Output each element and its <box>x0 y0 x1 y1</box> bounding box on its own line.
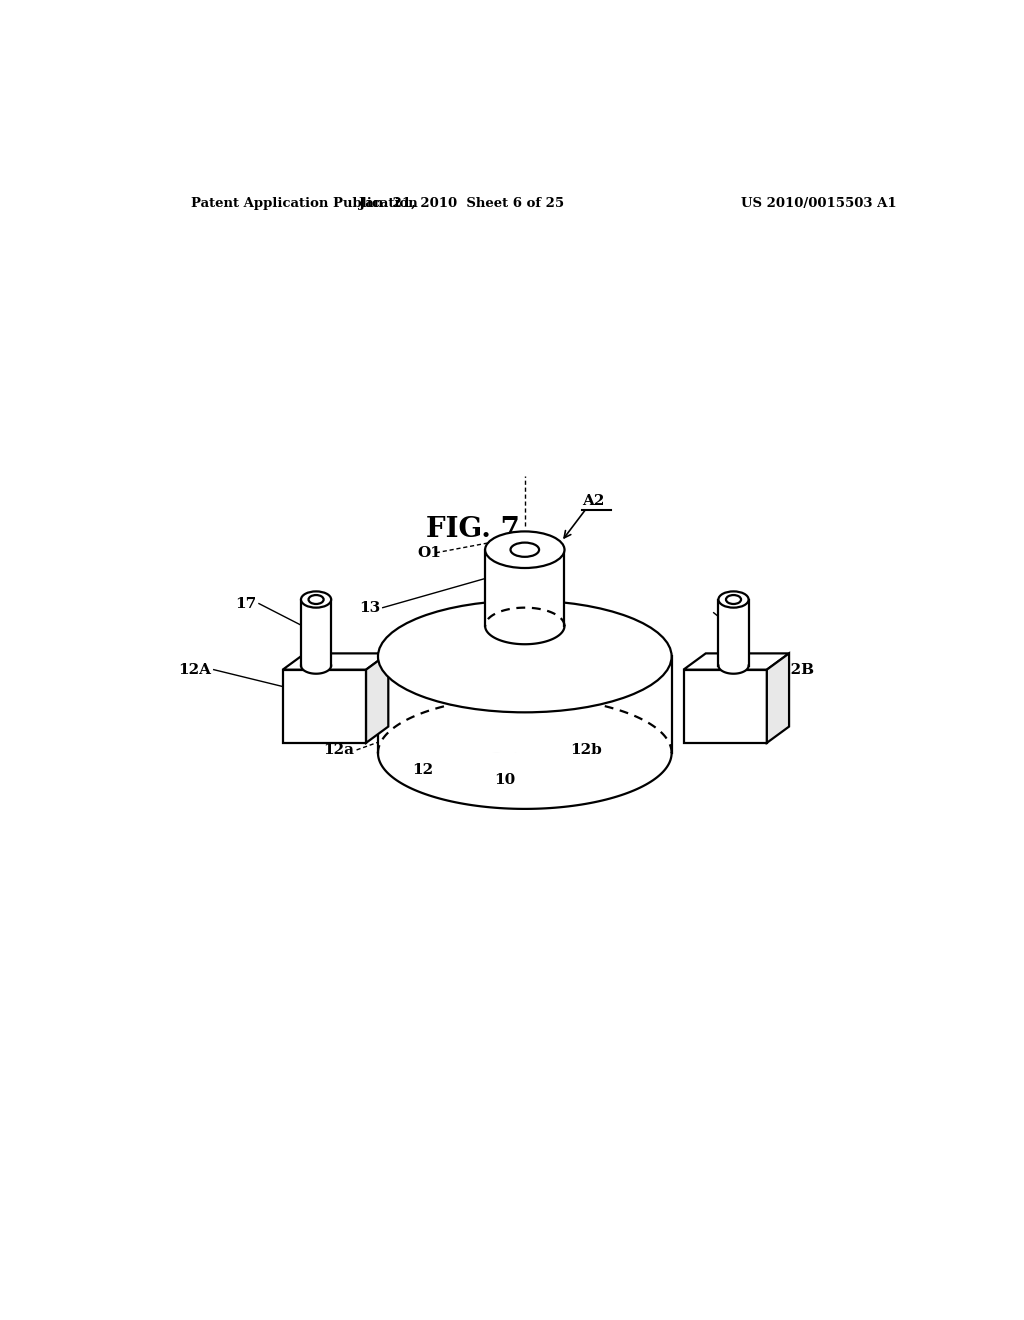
Text: FIG. 7: FIG. 7 <box>426 516 520 543</box>
Text: US 2010/0015503 A1: US 2010/0015503 A1 <box>740 197 896 210</box>
Polygon shape <box>485 549 564 644</box>
Text: 12: 12 <box>532 566 554 579</box>
Ellipse shape <box>511 543 539 557</box>
Polygon shape <box>767 653 790 743</box>
Polygon shape <box>367 653 388 743</box>
Polygon shape <box>719 599 749 673</box>
Text: 18: 18 <box>715 607 736 622</box>
Ellipse shape <box>726 595 741 605</box>
Text: 12A: 12A <box>178 663 211 677</box>
Ellipse shape <box>485 532 564 568</box>
Text: 12a: 12a <box>324 743 354 756</box>
Text: A2: A2 <box>582 494 604 508</box>
Text: 12b: 12b <box>570 743 602 756</box>
Text: Jan. 21, 2010  Sheet 6 of 25: Jan. 21, 2010 Sheet 6 of 25 <box>358 197 564 210</box>
Text: 12B: 12B <box>780 663 814 677</box>
Text: O1: O1 <box>418 545 441 560</box>
Text: Patent Application Publication: Patent Application Publication <box>191 197 418 210</box>
Polygon shape <box>684 653 790 669</box>
Polygon shape <box>684 669 767 743</box>
Text: 17: 17 <box>236 597 257 611</box>
Text: 10: 10 <box>495 774 516 788</box>
Ellipse shape <box>378 601 672 713</box>
Polygon shape <box>301 599 331 673</box>
Text: 13: 13 <box>359 601 380 615</box>
Ellipse shape <box>301 591 331 607</box>
Polygon shape <box>283 653 388 669</box>
Ellipse shape <box>719 591 749 607</box>
Ellipse shape <box>308 595 324 605</box>
Polygon shape <box>378 656 672 809</box>
Polygon shape <box>283 669 367 743</box>
Text: 12: 12 <box>413 763 433 777</box>
